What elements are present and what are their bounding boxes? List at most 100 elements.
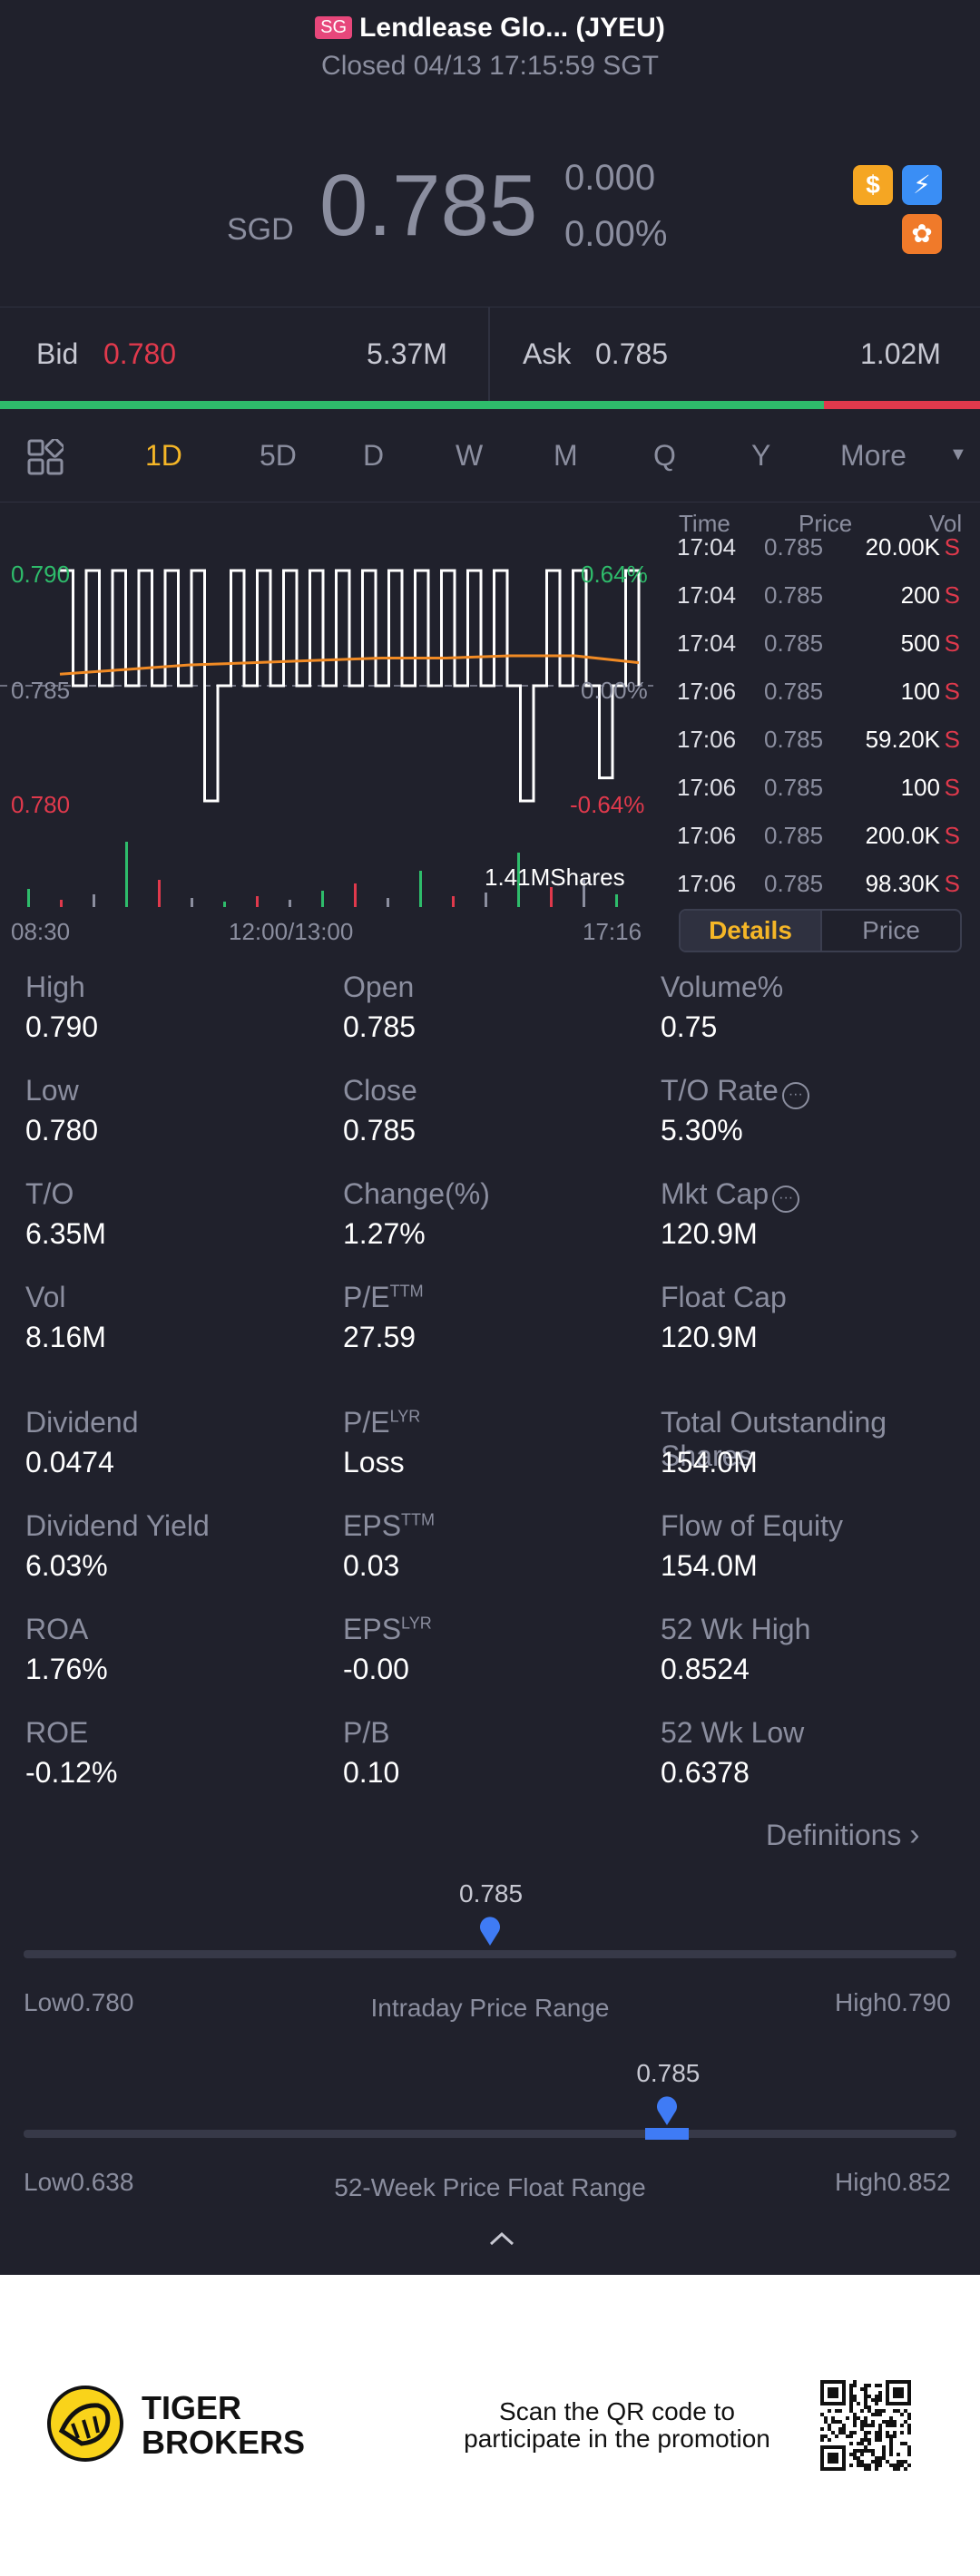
trade-volume: 100	[900, 774, 940, 801]
options-icon[interactable]: ✿	[902, 214, 942, 254]
stat-label-text: High	[25, 971, 85, 1003]
stat-label-text: T/O Rate	[661, 1074, 779, 1107]
dollar-icon[interactable]: $	[853, 165, 893, 205]
week52-range-title: 52-Week Price Float Range	[334, 2173, 646, 2201]
stat-label-text: T/O	[25, 1177, 74, 1210]
stat-label: Change(%)	[343, 1177, 490, 1211]
price-line	[60, 569, 641, 803]
stat-value: 27.59	[343, 1321, 416, 1353]
stat-label-text: Vol	[25, 1281, 66, 1313]
trade-side: S	[944, 629, 960, 657]
stat-label: 52 Wk Low	[661, 1716, 804, 1750]
tab-more[interactable]: More	[840, 439, 906, 472]
trade-volume: 59.20K	[865, 726, 940, 753]
volume-bar	[452, 896, 455, 907]
stat-label: Flow of Equity	[661, 1509, 843, 1543]
stat-label-text: Mkt Cap	[661, 1177, 769, 1210]
lightning-icon[interactable]: ⚡	[902, 165, 942, 205]
more-info-icon[interactable]: ···	[781, 1082, 809, 1109]
grid-icon[interactable]	[27, 439, 64, 475]
chevron-up-icon[interactable]	[488, 2230, 515, 2248]
stat-label: Low	[25, 1074, 79, 1107]
week52-range-track	[24, 2130, 956, 2138]
stat-value: 0.790	[25, 1010, 99, 1043]
stat-value: 8.16M	[25, 1321, 106, 1353]
definitions-link[interactable]: Definitions ›	[766, 1818, 920, 1853]
stat-label-text: ROA	[25, 1613, 89, 1645]
stat-label: P/ETTM	[343, 1281, 424, 1314]
week52-low-value: 0.638	[70, 2168, 134, 2196]
price-toggle-button[interactable]: Price	[820, 911, 960, 951]
volume-bar	[517, 853, 520, 907]
average-line	[59, 654, 640, 676]
tab-q[interactable]: Q	[653, 439, 676, 472]
volume-bar	[387, 898, 389, 907]
tab-d[interactable]: D	[363, 439, 385, 472]
trade-price: 0.785	[764, 629, 824, 657]
volume-bar	[419, 871, 422, 907]
stat-label-text: P/E	[343, 1281, 390, 1313]
tab-w[interactable]: W	[456, 439, 484, 472]
stat-value: 154.0M	[661, 1446, 758, 1478]
ask-strength-bar	[824, 401, 980, 409]
trades-header-price: Price	[799, 510, 853, 537]
chevron-down-icon[interactable]: ▼	[949, 444, 967, 464]
stat-label-text: EPS	[343, 1613, 402, 1645]
trade-side: S	[944, 726, 960, 753]
trades-header-vol: Vol	[929, 510, 963, 537]
tiger-logo-icon	[47, 2386, 123, 2462]
tab-y[interactable]: Y	[751, 439, 771, 472]
week52-current-value: 0.785	[636, 2059, 701, 2087]
intraday-low: Low0.780	[24, 1988, 133, 2017]
trade-row: 17:06 0.785 59.20K S	[677, 726, 967, 773]
volume-bar	[256, 896, 259, 907]
y-label-mid: 0.785	[11, 677, 71, 704]
details-price-toggle: Details Price	[679, 909, 962, 952]
volume-bar	[191, 898, 193, 907]
qr-code[interactable]	[820, 2380, 911, 2471]
intraday-low-label: Low	[24, 1988, 71, 2016]
stat-label-text: 52 Wk High	[661, 1613, 811, 1645]
trade-time: 17:06	[677, 870, 737, 897]
more-info-icon[interactable]: ···	[772, 1186, 800, 1213]
week52-low-label: Low	[24, 2168, 71, 2196]
ask-price[interactable]: 0.785	[595, 337, 669, 370]
intraday-chart[interactable]	[0, 504, 653, 912]
stock-title[interactable]: SG Lendlease Glo... (JYEU)	[0, 13, 980, 44]
bid-price[interactable]: 0.780	[103, 337, 177, 370]
stat-value: 6.35M	[25, 1217, 106, 1250]
trade-row: 17:06 0.785 100 S	[677, 774, 967, 821]
volume-bar	[550, 887, 553, 907]
trade-price: 0.785	[764, 774, 824, 801]
trade-volume: 98.30K	[865, 870, 940, 897]
stat-label-text: Low	[25, 1074, 79, 1107]
stat-value: -0.12%	[25, 1756, 118, 1789]
tab-5d[interactable]: 5D	[260, 439, 297, 472]
stat-label[interactable]: T/O Rate ···	[661, 1074, 809, 1109]
stat-label-superscript: TTM	[401, 1510, 436, 1529]
week52-high-value: 0.852	[887, 2168, 951, 2196]
stat-label-superscript: LYR	[401, 1614, 432, 1633]
trades-header-time: Time	[679, 510, 730, 537]
intraday-high-label: High	[835, 1988, 887, 2016]
trade-row: 17:06 0.785 100 S	[677, 678, 967, 725]
stat-label: EPSLYR	[343, 1613, 432, 1646]
trade-time: 17:04	[677, 581, 737, 609]
trade-time: 17:04	[677, 629, 737, 657]
details-toggle-button[interactable]: Details	[681, 911, 820, 951]
promo-text-line-1: Scan the QR code to	[499, 2397, 735, 2425]
stat-label-text: Flow of Equity	[661, 1509, 843, 1542]
tab-1d[interactable]: 1D	[145, 439, 182, 472]
x-label-midday: 12:00/13:00	[229, 918, 354, 945]
volume-label: 1.41MShares	[485, 864, 625, 891]
trade-row: 17:04 0.785 500 S	[677, 629, 967, 677]
stat-value: 6.03%	[25, 1549, 108, 1582]
stat-label: 52 Wk High	[661, 1613, 810, 1646]
intraday-low-value: 0.780	[70, 1988, 134, 2016]
stat-label-text: Change(%)	[343, 1177, 490, 1210]
stat-label-text: P/E	[343, 1406, 390, 1439]
chevron-right-icon: ›	[909, 1818, 920, 1852]
price-change: 0.000	[564, 158, 656, 198]
stat-label[interactable]: Mkt Cap ···	[661, 1177, 800, 1213]
tab-m[interactable]: M	[554, 439, 578, 472]
